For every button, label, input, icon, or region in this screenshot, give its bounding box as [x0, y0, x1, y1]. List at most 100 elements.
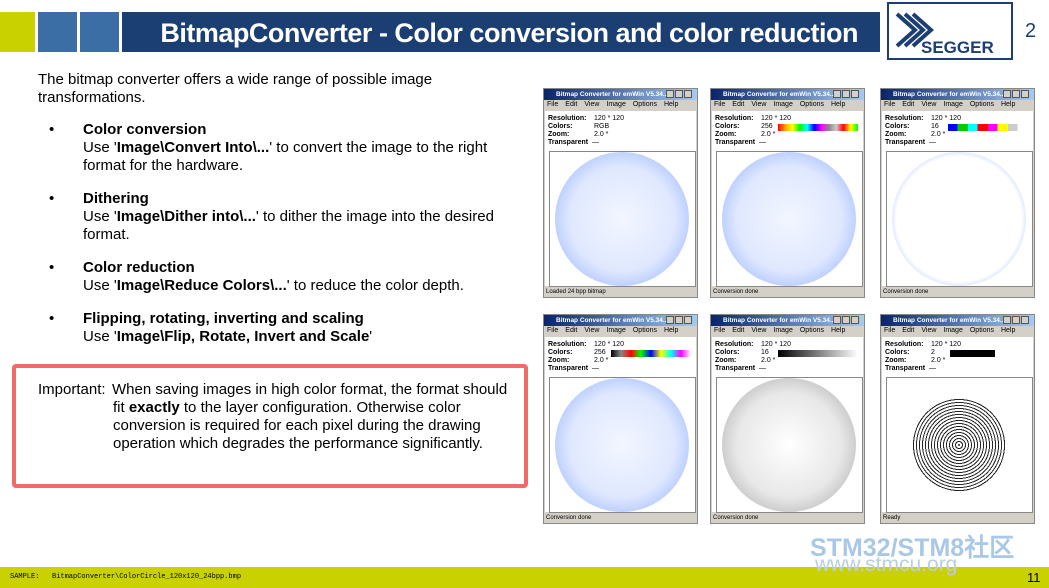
text-segment: Use '	[83, 139, 117, 156]
bullet-heading: Color conversion	[83, 121, 207, 138]
menu-item: Image	[943, 101, 963, 108]
info-value: RGB	[594, 123, 610, 130]
info-value: 120 * 120	[761, 341, 791, 348]
info-value: 2.0 *	[594, 357, 609, 364]
converter-window: Bitmap Converter for emWin V5.34... File E…	[880, 88, 1035, 298]
menu-bar: File Edit View Image Options Help	[881, 100, 1034, 110]
image-circle	[555, 152, 689, 286]
info-label: Colors:	[548, 349, 573, 356]
info-value: 2.0 *	[761, 357, 776, 364]
window-button	[842, 90, 850, 98]
info-value: —	[592, 365, 599, 372]
menu-item: View	[921, 101, 937, 108]
info-value: 2.0 *	[931, 131, 946, 138]
window-button	[675, 90, 683, 98]
palette-bar	[611, 350, 691, 357]
info-label: Colors:	[885, 123, 910, 130]
info-label: Colors:	[715, 349, 740, 356]
image-circle	[892, 152, 1026, 286]
menu-bar: File Edit View Image Options Help	[881, 326, 1034, 336]
info-label: Zoom:	[885, 357, 907, 364]
menu-item: Image	[606, 101, 626, 108]
bold-text: exactly	[128, 399, 180, 416]
window-title: Bitmap Converter for emWin V5.34...	[711, 315, 864, 326]
window-button	[1012, 316, 1020, 324]
menu-item: Help	[663, 101, 679, 108]
info-label: Zoom:	[715, 357, 737, 364]
status-bar: Ready	[883, 515, 901, 521]
menu-bar: File Edit View Image Options Help	[711, 326, 864, 336]
info-value: —	[759, 139, 766, 146]
menu-item: File	[714, 101, 726, 108]
bullet-dot: •	[49, 310, 55, 327]
menu-item: Image	[773, 327, 793, 334]
bullet-heading: Dithering	[83, 190, 149, 207]
menu-item: Image	[943, 327, 963, 334]
bold-text: Image\Reduce Colors\...	[116, 277, 287, 294]
window-button	[1003, 316, 1011, 324]
info-label: Transparent	[715, 365, 756, 372]
image-frame	[886, 151, 1033, 287]
info-label: Zoom:	[885, 131, 907, 138]
menu-item: Edit	[902, 327, 915, 334]
image-circle	[722, 378, 856, 512]
bold-text: Image\Flip, Rotate, Invert and Scale	[116, 328, 370, 345]
palette-bar	[778, 124, 858, 131]
logo: SEGGER	[887, 2, 1013, 60]
info-value: 2.0 *	[931, 357, 946, 364]
info-label: Transparent	[715, 139, 756, 146]
text-segment: to the layer configuration. Otherwise co…	[113, 399, 483, 452]
image-circle	[555, 378, 689, 512]
window-button	[833, 90, 841, 98]
menu-bar: File Edit View Image Options Help	[544, 100, 697, 110]
page-number: 11	[1027, 570, 1041, 585]
footer-bar: SAMPLE: BitmapConverter\ColorCircle_120x…	[0, 567, 1049, 588]
menu-item: File	[884, 101, 896, 108]
chapter-number: 2	[1025, 20, 1037, 42]
menu-item: Help	[663, 327, 679, 334]
bold-text: Image\Convert Into\...	[116, 139, 270, 156]
menu-item: Image	[773, 101, 793, 108]
bullet-text: Use 'Image\Flip, Rotate, Invert and Scal…	[83, 328, 523, 346]
info-label: Resolution:	[885, 341, 924, 348]
menu-bar: File Edit View Image Options Help	[711, 100, 864, 110]
window-button	[666, 316, 674, 324]
footer-sample: SAMPLE: BitmapConverter\ColorCircle_120x…	[10, 573, 242, 581]
logo-text: SEGGER	[921, 38, 994, 57]
status-bar: Conversion done	[883, 289, 929, 295]
menu-item: Image	[606, 327, 626, 334]
bullet-dot: •	[49, 121, 55, 138]
menu-item: Help	[830, 327, 846, 334]
window-button	[675, 316, 683, 324]
palette-bar	[948, 124, 1028, 131]
intro: The bitmap converter offers a wide range…	[38, 71, 433, 106]
info-value: 120 * 120	[594, 115, 624, 122]
window-button	[1012, 90, 1020, 98]
info-value: 256	[594, 349, 606, 356]
menu-item: Help	[1000, 101, 1016, 108]
window-title: Bitmap Converter for emWin V5.34...	[881, 315, 1034, 326]
window-title: Bitmap Converter for emWin V5.34...	[544, 315, 697, 326]
info-label: Zoom:	[548, 131, 570, 138]
bullet-heading: Color reduction	[83, 259, 195, 276]
logo-icon	[895, 12, 935, 48]
window-body: Resolution: Colors: Zoom: Transparent 120 * …	[712, 111, 863, 287]
window-title: Bitmap Converter for emWin V5.34...	[544, 89, 697, 100]
menu-item: Edit	[732, 327, 745, 334]
info-label: Transparent	[548, 139, 589, 146]
converter-window: Bitmap Converter for emWin V5.34... File E…	[880, 314, 1035, 524]
menu-item: Options	[799, 327, 824, 334]
window-button	[851, 316, 859, 324]
text-segment: Use '	[83, 208, 117, 225]
info-label: Resolution:	[548, 341, 587, 348]
bullet-text: Use 'Image\Reduce Colors\...' to reduce …	[83, 277, 523, 295]
info-value: 16	[931, 123, 939, 130]
window-button	[684, 90, 692, 98]
info-value: 120 * 120	[931, 115, 961, 122]
converter-window: Bitmap Converter for emWin V5.34... File E…	[543, 88, 698, 298]
info-value: —	[929, 139, 936, 146]
menu-item: View	[584, 327, 600, 334]
window-body: Resolution: Colors: Zoom: Transparent 120 * …	[712, 337, 863, 513]
converter-window: Bitmap Converter for emWin V5.34... File E…	[710, 88, 865, 298]
